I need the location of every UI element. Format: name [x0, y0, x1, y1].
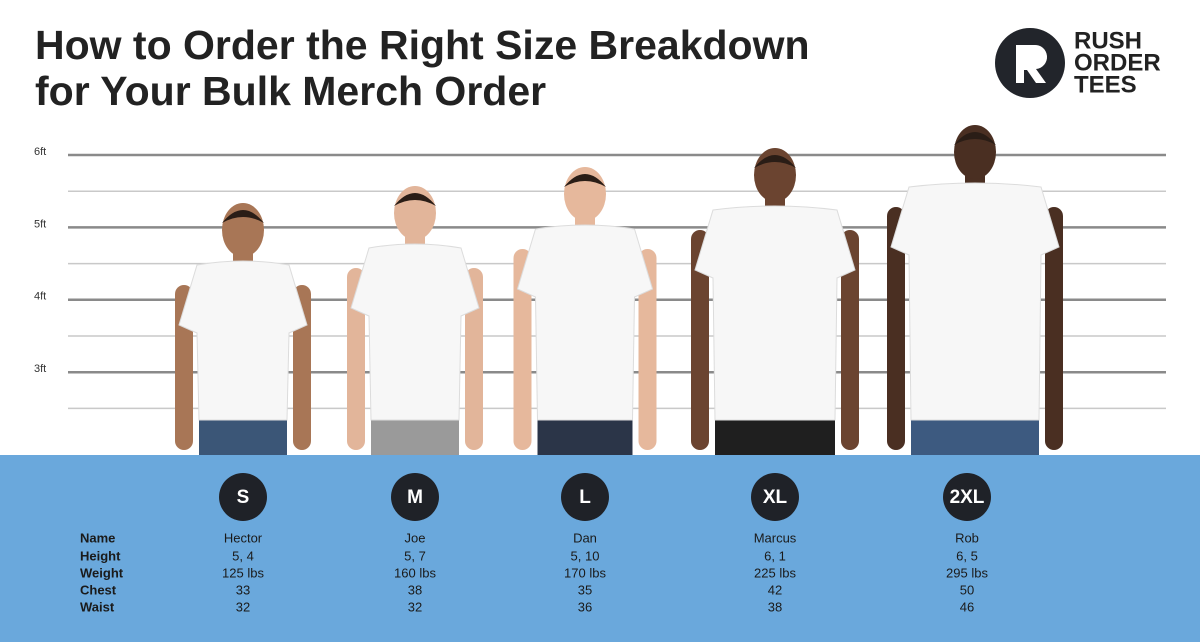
- table-cell: 50: [960, 582, 974, 597]
- shirt: [178, 260, 308, 421]
- shirt: [516, 224, 654, 421]
- table-cell: Marcus: [754, 530, 797, 545]
- person-photo: [347, 186, 483, 455]
- size-label: S: [237, 487, 250, 508]
- table-cell: 6, 1: [764, 548, 786, 563]
- table-cell: Hector: [224, 530, 263, 545]
- table-cell: 32: [236, 599, 250, 614]
- size-badge: [391, 473, 439, 521]
- table-cell: 125 lbs: [222, 565, 264, 580]
- table-cell: Dan: [573, 530, 597, 545]
- table-cell: 35: [578, 582, 592, 597]
- arm: [1045, 207, 1063, 450]
- hair: [222, 210, 264, 223]
- person-photo: [887, 125, 1063, 455]
- table-cell: 225 lbs: [754, 565, 796, 580]
- table-cell: 5, 4: [232, 548, 254, 563]
- arm: [638, 249, 657, 450]
- hair: [754, 155, 796, 168]
- row-label: Name: [80, 530, 115, 545]
- title-line: for Your Bulk Merch Order: [35, 68, 546, 114]
- height-label: 6ft: [34, 146, 46, 158]
- table-cell: 46: [960, 599, 974, 614]
- logo-text: RUSH: [1074, 27, 1142, 54]
- table-cell: Rob: [955, 530, 979, 545]
- height-label: 5ft: [34, 218, 46, 230]
- shirt: [350, 243, 480, 421]
- table-cell: 6, 5: [956, 548, 978, 563]
- arm: [465, 268, 483, 450]
- arm: [513, 249, 532, 450]
- size-label: M: [407, 487, 423, 508]
- table-cell: 5, 10: [571, 548, 600, 563]
- title-line: How to Order the Right Size Breakdown: [35, 22, 810, 68]
- person-photo: [175, 203, 311, 455]
- table-cell: 5, 7: [404, 548, 426, 563]
- row-label: Height: [80, 548, 121, 563]
- hair: [564, 174, 606, 187]
- logo: RUSH ORDER TEES: [995, 27, 1161, 98]
- table-cell: 170 lbs: [564, 565, 606, 580]
- shirt: [890, 182, 1060, 421]
- arm: [841, 230, 859, 450]
- table-cell: Joe: [405, 530, 426, 545]
- table-cell: 42: [768, 582, 782, 597]
- size-badge: [943, 473, 991, 521]
- shirt: [694, 205, 856, 421]
- hair: [394, 193, 436, 206]
- logo-text: TEES: [1074, 71, 1137, 98]
- table-cell: 38: [408, 582, 422, 597]
- table-cell: 38: [768, 599, 782, 614]
- logo-glyph: [1016, 44, 1048, 83]
- arm: [691, 230, 709, 450]
- table-cell: 295 lbs: [946, 565, 988, 580]
- arm: [887, 207, 905, 450]
- size-badge: [561, 473, 609, 521]
- size-label: 2XL: [950, 487, 985, 508]
- logo-text: ORDER: [1074, 49, 1161, 76]
- size-label: L: [579, 487, 591, 508]
- row-label: Weight: [80, 565, 124, 580]
- arm: [347, 268, 365, 450]
- person-photo: [513, 167, 657, 455]
- table-cell: 33: [236, 582, 250, 597]
- height-label: 3ft: [34, 363, 46, 375]
- size-label: XL: [763, 487, 788, 508]
- table-cell: 32: [408, 599, 422, 614]
- size-badge: [219, 473, 267, 521]
- hair: [954, 132, 996, 145]
- height-label: 4ft: [34, 291, 46, 303]
- table-cell: 160 lbs: [394, 565, 436, 580]
- person-photo: [691, 148, 859, 455]
- size-badge: [751, 473, 799, 521]
- table-cell: 36: [578, 599, 592, 614]
- row-label: Waist: [80, 599, 115, 614]
- row-label: Chest: [80, 582, 117, 597]
